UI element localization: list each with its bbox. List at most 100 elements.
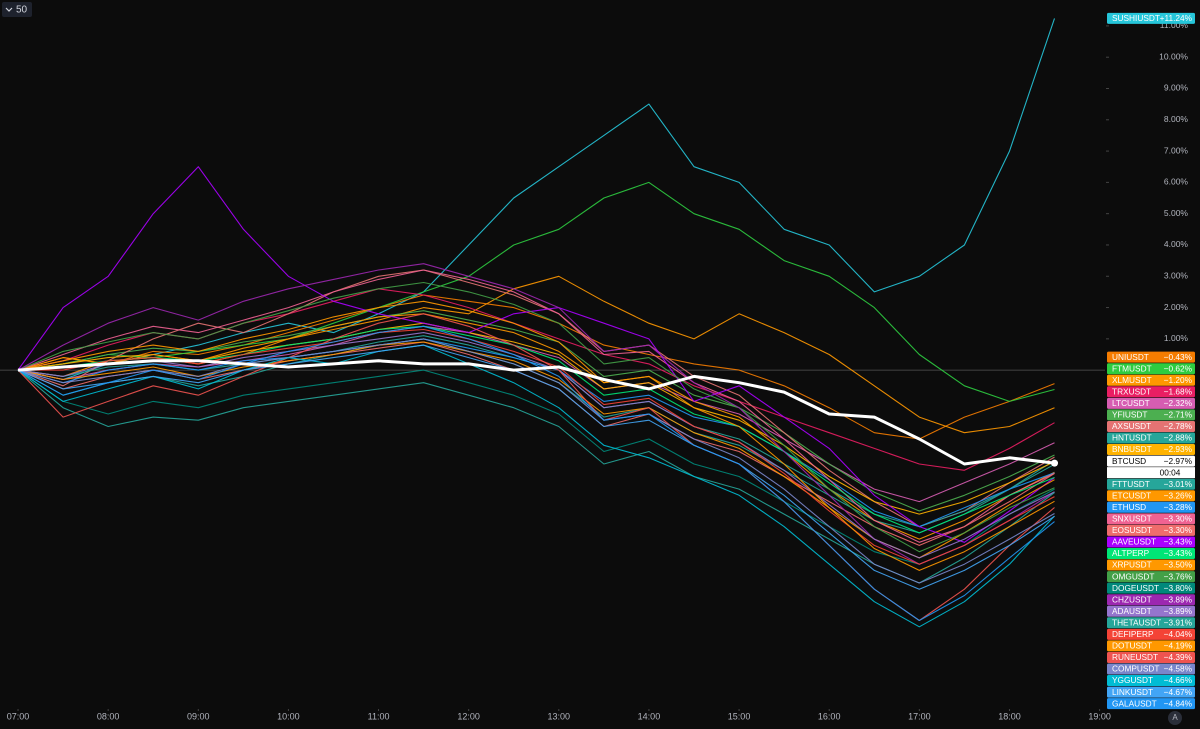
price-label: ETCUSDT −3.26%: [1107, 490, 1195, 502]
price-label-bg: [1107, 455, 1195, 467]
price-label-name: LTCUSDT: [1112, 398, 1150, 408]
price-label-bg: [1107, 397, 1195, 409]
button-bg[interactable]: [2, 2, 32, 17]
price-label-value: −1.20%: [1164, 375, 1193, 385]
price-label-bg: [1107, 571, 1195, 583]
price-label-value: −0.62%: [1164, 363, 1193, 373]
x-tick-label: 16:00: [818, 711, 841, 721]
price-label: ADAUSDT −3.89%: [1107, 605, 1195, 617]
x-tick-label: 19:00: [1088, 711, 1111, 721]
y-tick-label: 5.00%: [1164, 208, 1189, 218]
price-label: DOGEUSDT −3.80%: [1107, 582, 1195, 594]
button-label[interactable]: 50: [16, 5, 28, 16]
price-label-bg: [1107, 640, 1195, 652]
series-line: [17, 263, 1055, 565]
price-label-value: −3.43%: [1164, 537, 1193, 547]
countdown: 00:04: [1160, 467, 1181, 477]
price-label-bg: [1107, 478, 1195, 490]
price-label-value: −4.84%: [1164, 698, 1193, 708]
y-tick-label: 4.00%: [1164, 239, 1189, 249]
price-label: YFIUSDT −2.71%: [1107, 409, 1195, 421]
price-label-value: −4.04%: [1164, 629, 1193, 639]
price-label-name: YGGUSDT: [1112, 675, 1153, 685]
price-label-bg: [1107, 651, 1195, 663]
y-tick-label: 6.00%: [1164, 177, 1189, 187]
chevron: [5, 7, 13, 12]
price-label-value: −3.43%: [1164, 548, 1193, 558]
price-label-name: AXSUSDT: [1112, 421, 1151, 431]
auto-bg[interactable]: [1168, 711, 1182, 725]
price-label-name: AAVEUSDT: [1112, 537, 1156, 547]
price-label-name: DOGEUSDT: [1112, 583, 1159, 593]
x-tick-label: 18:00: [998, 711, 1021, 721]
series-line: [17, 18, 1056, 381]
interval-button[interactable]: 50: [2, 2, 32, 17]
price-label-bg: [1107, 594, 1195, 606]
price-label: THETAUSDT −3.91%: [1107, 617, 1195, 629]
x-tick-label: 15:00: [728, 711, 751, 721]
price-label-name: COMPUSDT: [1112, 664, 1159, 674]
price-label: FTTUSDT −3.01%: [1107, 478, 1195, 490]
y-tick-label: 9.00%: [1164, 83, 1189, 93]
price-label-name: EOSUSDT: [1112, 525, 1152, 535]
x-tick-label: 14:00: [638, 711, 661, 721]
price-label: SUSHIUSDT +11.24%: [1107, 12, 1195, 24]
x-tick-label: 08:00: [97, 711, 120, 721]
price-label-value: −2.32%: [1164, 398, 1193, 408]
series-line: [17, 181, 1055, 402]
price-label: HNTUSDT −2.88%: [1107, 432, 1195, 444]
price-label-bg: [1107, 490, 1195, 502]
price-label-name: ALTPERP: [1112, 548, 1150, 558]
price-label: AAVEUSDT −3.43%: [1107, 536, 1195, 548]
y-tick-label: 8.00%: [1164, 114, 1189, 124]
series-line: [17, 369, 1055, 565]
price-label-value: −4.39%: [1164, 652, 1193, 662]
price-label-bg: [1107, 363, 1195, 375]
price-label-value: −2.71%: [1164, 410, 1193, 420]
price-label-value: −3.89%: [1164, 606, 1193, 616]
price-label: COMPUSDT −4.58%: [1107, 663, 1195, 675]
price-label: GALAUSDT −4.84%: [1107, 698, 1195, 710]
price-label-bg: [1107, 386, 1195, 398]
price-label: RUNEUSDT −4.39%: [1107, 651, 1195, 663]
y-tick-label: 1.00%: [1164, 333, 1189, 343]
series-line: [17, 359, 1055, 466]
price-label-name: HNTUSDT: [1112, 433, 1152, 443]
series-line: [17, 294, 1055, 440]
y-tick-label: 11.00%: [1160, 20, 1189, 30]
price-label-name: SUSHIUSDT: [1112, 13, 1160, 23]
price-label-value: −3.01%: [1164, 479, 1193, 489]
price-label: FTMUSDT −0.62%: [1107, 363, 1195, 375]
price-label: BTCUSD −2.97%00:04: [1107, 455, 1195, 479]
price-label-bg: [1107, 12, 1195, 24]
price-label-value: −3.28%: [1164, 502, 1193, 512]
x-tick-label: 07:00: [7, 711, 30, 721]
price-label-bg: [1107, 420, 1195, 432]
price-label-name: ETHUSD: [1112, 502, 1146, 512]
series-line: [17, 344, 1055, 628]
price-label-name: UNIUSDT: [1112, 352, 1149, 362]
y-tick-label: 7.00%: [1164, 145, 1189, 155]
price-label-bg: [1107, 686, 1195, 698]
price-label-bg: [1107, 675, 1195, 687]
last-point: [1051, 459, 1059, 467]
price-label: DOTUSDT −4.19%: [1107, 640, 1195, 652]
price-label-value: −3.80%: [1164, 583, 1193, 593]
price-label-value: −3.30%: [1164, 514, 1193, 524]
price-label-bg: [1107, 628, 1195, 640]
price-label-bg: [1107, 663, 1195, 675]
price-label-name: FTMUSDT: [1112, 363, 1152, 373]
series-line: [17, 166, 1055, 543]
price-label-name: DOTUSDT: [1112, 641, 1152, 651]
auto-button[interactable]: A: [1168, 711, 1182, 725]
auto-label[interactable]: A: [1172, 713, 1178, 722]
price-label-name: XRPUSDT: [1112, 560, 1152, 570]
x-tick-label: 10:00: [277, 711, 300, 721]
price-label-bg: [1107, 559, 1195, 571]
price-label: SNXUSDT −3.30%: [1107, 513, 1195, 525]
price-label: CHZUSDT −3.89%: [1107, 594, 1195, 606]
price-label-value: −2.97%: [1164, 456, 1193, 466]
price-label-bg: [1107, 351, 1195, 363]
